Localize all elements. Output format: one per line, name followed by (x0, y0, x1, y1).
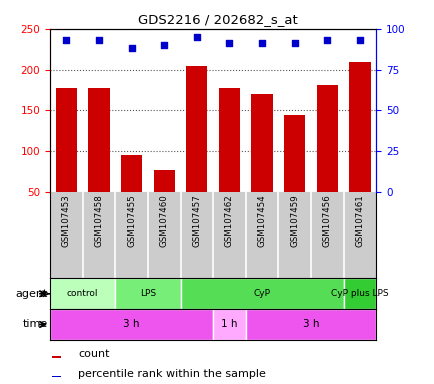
Point (128, 45, 135, 51)
Bar (50, 278, 115, 309)
Bar (115, 278, 180, 309)
Point (356, 37, 363, 43)
Text: 3 h: 3 h (123, 319, 139, 329)
Point (226, 40, 233, 46)
Bar (52, 376, 61, 377)
Bar (245, 309, 375, 340)
Point (161, 42, 168, 48)
Point (258, 40, 265, 46)
Bar (153, 170, 174, 192)
Text: GSM107455: GSM107455 (127, 195, 136, 247)
Text: LPS: LPS (139, 289, 156, 298)
Bar (283, 115, 305, 192)
Bar (56, 88, 77, 192)
Text: GSM107458: GSM107458 (94, 195, 103, 247)
Text: GSM107453: GSM107453 (62, 195, 71, 247)
Bar (218, 88, 240, 192)
Text: GSM107456: GSM107456 (322, 195, 331, 247)
Bar (180, 278, 343, 309)
Bar (121, 155, 142, 192)
Text: GSM107461: GSM107461 (355, 195, 364, 247)
Text: GSM107454: GSM107454 (257, 195, 266, 247)
Point (323, 37, 330, 43)
Bar (186, 66, 207, 192)
Point (62, 37, 69, 43)
Text: CyP plus LPS: CyP plus LPS (330, 289, 388, 298)
Bar (349, 62, 370, 192)
Text: GSM107462: GSM107462 (224, 195, 233, 247)
Text: agent: agent (16, 289, 48, 299)
Text: count: count (78, 349, 109, 359)
Bar (213, 309, 245, 340)
Bar (316, 85, 337, 192)
Text: CyP: CyP (253, 289, 270, 298)
Point (95, 37, 102, 43)
Bar (50, 309, 213, 340)
Text: GSM107460: GSM107460 (159, 195, 168, 247)
Text: GSM107457: GSM107457 (192, 195, 201, 247)
Text: time: time (23, 319, 48, 329)
Bar (343, 278, 375, 309)
Bar (88, 88, 109, 192)
Text: 1 h: 1 h (221, 319, 237, 329)
Bar (251, 94, 272, 192)
Text: 3 h: 3 h (302, 319, 319, 329)
Text: GDS2216 / 202682_s_at: GDS2216 / 202682_s_at (137, 13, 297, 26)
Text: control: control (67, 289, 98, 298)
Text: percentile rank within the sample: percentile rank within the sample (78, 369, 266, 379)
Point (290, 40, 297, 46)
Bar (52, 356, 61, 358)
Text: GSM107459: GSM107459 (289, 195, 299, 247)
Point (193, 34, 200, 40)
